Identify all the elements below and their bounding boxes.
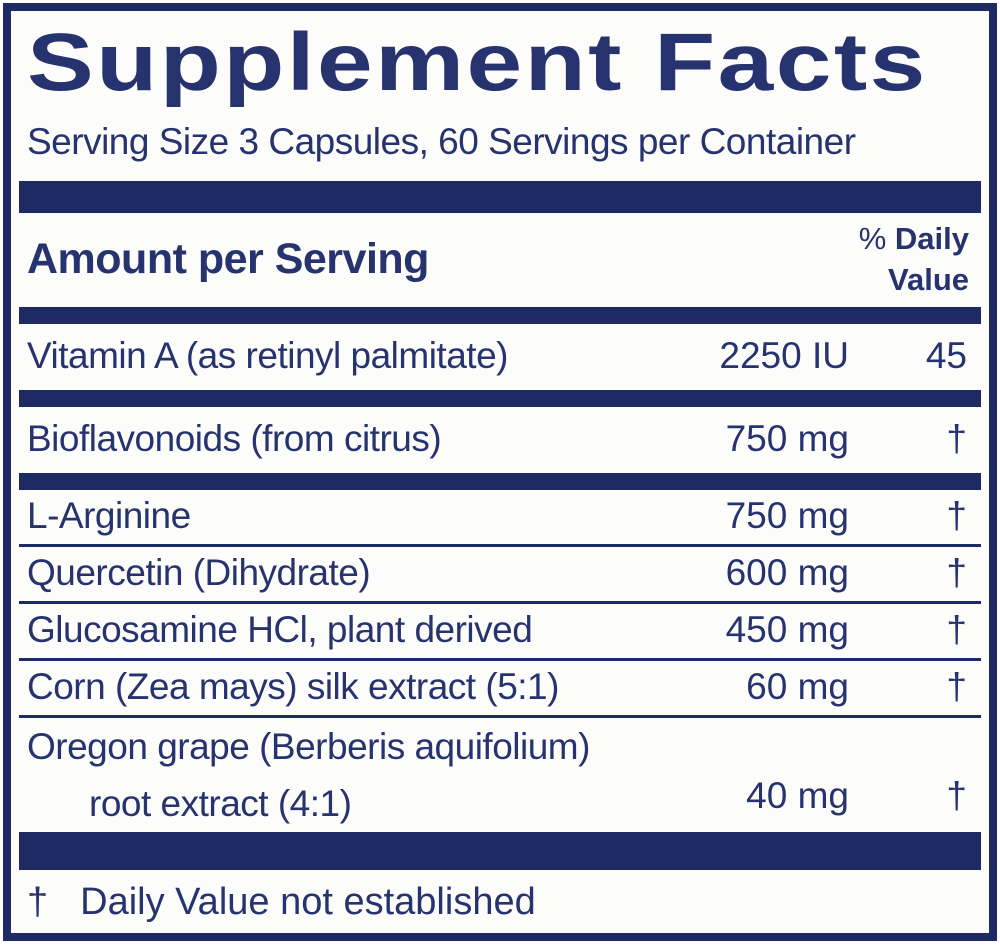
percent-sign: %: [858, 221, 887, 257]
ingredient-daily-value: †: [946, 774, 967, 816]
ingredient-name: Quercetin (Dihydrate): [27, 551, 699, 595]
ingredient-daily-value: †: [946, 609, 967, 651]
ingredient-amount: 40 mg: [746, 774, 849, 816]
separator-bar-header: [19, 306, 981, 324]
row-divider: [19, 472, 981, 490]
ingredient-row: Quercetin (Dihydrate) 600 mg †: [11, 547, 989, 601]
ingredient-name-line1: Oregon grape (Berberis aquifolium): [27, 725, 590, 767]
ingredient-row: Bioflavonoids (from citrus) 750 mg †: [11, 407, 989, 473]
ingredient-name: Glucosamine HCl, plant derived: [27, 608, 699, 652]
ingredient-amount: 60 mg: [746, 666, 849, 708]
row-divider: [19, 389, 981, 407]
ingredient-name: Bioflavonoids (from citrus): [27, 417, 699, 461]
row-divider: [19, 714, 981, 718]
daily-value-word: Daily: [894, 221, 969, 257]
ingredient-name-line1: Quercetin (Dihydrate): [27, 552, 371, 594]
serving-size-line: Serving Size 3 Capsules, 60 Servings per…: [27, 120, 856, 162]
footnote: † Daily Value not established: [11, 870, 989, 933]
row-divider: [19, 543, 981, 547]
supplement-facts-panel: Supplement Facts Serving Size 3 Capsules…: [3, 3, 997, 941]
ingredient-name-line1: Vitamin A (as retinyl palmitate): [27, 335, 508, 377]
separator-bar-top: [19, 180, 981, 213]
ingredient-daily-value: †: [946, 418, 967, 460]
row-divider: [19, 600, 981, 604]
ingredient-row: Glucosamine HCl, plant derived 450 mg †: [11, 604, 989, 658]
ingredient-name-line1: Corn (Zea mays) silk extract (5:1): [27, 666, 559, 708]
ingredient-row: Vitamin A (as retinyl palmitate) 2250 IU…: [11, 324, 989, 390]
ingredient-amount: 750 mg: [725, 495, 849, 537]
ingredient-name-line1: Glucosamine HCl, plant derived: [27, 609, 533, 651]
amount-per-serving-label: Amount per Serving: [27, 235, 429, 284]
column-header-row: Amount per Serving % Daily Value: [11, 213, 989, 307]
ingredient-daily-value: †: [946, 666, 967, 708]
ingredient-amount: 750 mg: [725, 418, 849, 460]
ingredient-amount: 600 mg: [725, 552, 849, 594]
daily-value-header-line1: % Daily: [859, 219, 969, 259]
ingredient-daily-value: †: [946, 495, 967, 537]
ingredient-row: Corn (Zea mays) silk extract (5:1) 60 mg…: [11, 661, 989, 715]
ingredient-name-line2: root extract (4:1): [89, 782, 352, 824]
ingredient-row: Oregon grape (Berberis aquifolium) root e…: [11, 718, 989, 833]
ingredient-name: Vitamin A (as retinyl palmitate): [27, 334, 699, 378]
ingredient-daily-value: 45: [925, 335, 967, 377]
row-divider: [19, 657, 981, 661]
ingredient-name-line1: L-Arginine: [27, 495, 191, 537]
row-divider: [19, 832, 981, 871]
ingredient-name: Oregon grape (Berberis aquifolium) root e…: [27, 718, 699, 833]
supplement-facts-title: Supplement Facts: [27, 17, 928, 108]
daily-value-header-line2: Value: [888, 261, 969, 297]
ingredient-amount: 450 mg: [725, 609, 849, 651]
dagger-symbol: †: [27, 880, 49, 923]
ingredient-list: Vitamin A (as retinyl palmitate) 2250 IU…: [11, 324, 989, 871]
ingredient-name-line1: Bioflavonoids (from citrus): [27, 418, 442, 460]
daily-value-header: % Daily Value: [859, 219, 969, 300]
ingredient-daily-value: †: [946, 552, 967, 594]
ingredient-name: L-Arginine: [27, 494, 699, 538]
ingredient-name: Corn (Zea mays) silk extract (5:1): [27, 665, 699, 709]
footnote-text: Daily Value not established: [80, 880, 536, 923]
ingredient-row: L-Arginine 750 mg †: [11, 490, 989, 544]
ingredient-amount: 2250 IU: [719, 335, 849, 377]
